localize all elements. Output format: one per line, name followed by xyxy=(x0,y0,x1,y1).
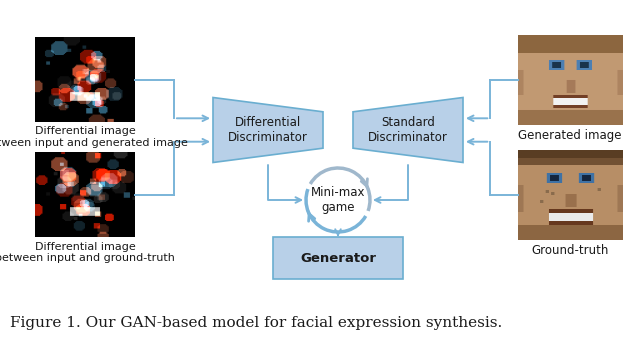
Polygon shape xyxy=(213,97,323,163)
FancyBboxPatch shape xyxy=(273,237,403,279)
Text: Standard
Discriminator: Standard Discriminator xyxy=(368,116,448,144)
Text: Generator: Generator xyxy=(300,251,376,265)
Text: Differential
Discriminator: Differential Discriminator xyxy=(228,116,308,144)
Text: Differential image
between input and ground-truth: Differential image between input and gro… xyxy=(0,241,175,263)
Polygon shape xyxy=(353,97,463,163)
Text: Figure 1. Our GAN-based model for facial expression synthesis.: Figure 1. Our GAN-based model for facial… xyxy=(10,316,502,330)
Text: Mini-max
game: Mini-max game xyxy=(311,186,365,214)
Text: Generated image: Generated image xyxy=(518,129,621,142)
Text: Differential image
between input and generated image: Differential image between input and gen… xyxy=(0,126,188,148)
Text: Ground-truth: Ground-truth xyxy=(531,244,609,257)
